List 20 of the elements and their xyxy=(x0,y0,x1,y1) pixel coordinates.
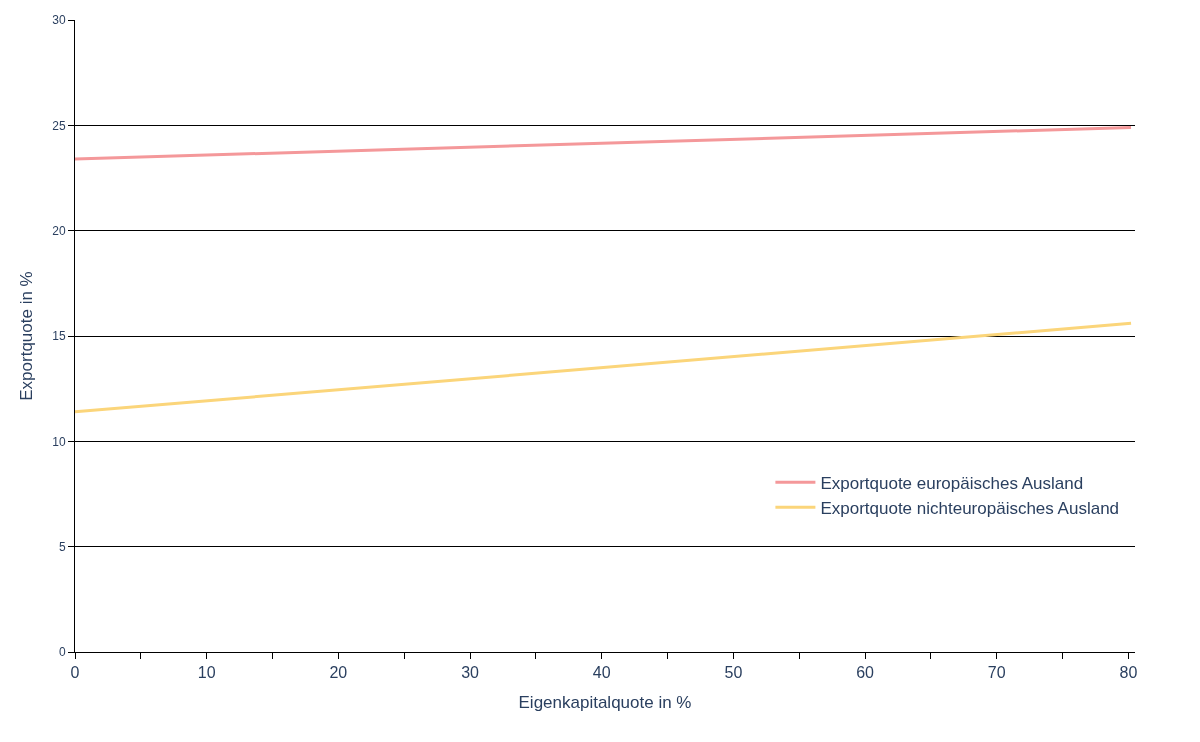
y-tick-label: 5 xyxy=(58,539,66,554)
legend-label: Exportquote nichteuropäisches Ausland xyxy=(820,498,1120,518)
legend-label: Exportquote europäisches Ausland xyxy=(820,473,1084,493)
x-tick-label: 0 xyxy=(70,664,80,682)
y-tick-label: 10 xyxy=(52,434,66,449)
x-tick-label: 70 xyxy=(987,664,1006,682)
x-tick-label: 30 xyxy=(461,664,480,682)
y-tick-label: 20 xyxy=(52,223,66,238)
y-tick-label: 15 xyxy=(52,329,66,344)
x-axis-title: Eigenkapitalquote in % xyxy=(518,692,692,712)
x-tick-label: 40 xyxy=(592,664,611,682)
y-tick-label: 25 xyxy=(52,118,66,133)
x-tick-label: 60 xyxy=(856,664,875,682)
x-tick-label: 50 xyxy=(724,664,743,682)
y-tick-label: 0 xyxy=(58,645,66,660)
x-tick-label: 80 xyxy=(1119,664,1138,682)
y-tick-label: 30 xyxy=(52,13,66,28)
y-axis-title: Exportquote in % xyxy=(16,271,36,401)
x-tick-label: 20 xyxy=(329,664,348,682)
x-tick-label: 10 xyxy=(197,664,216,682)
